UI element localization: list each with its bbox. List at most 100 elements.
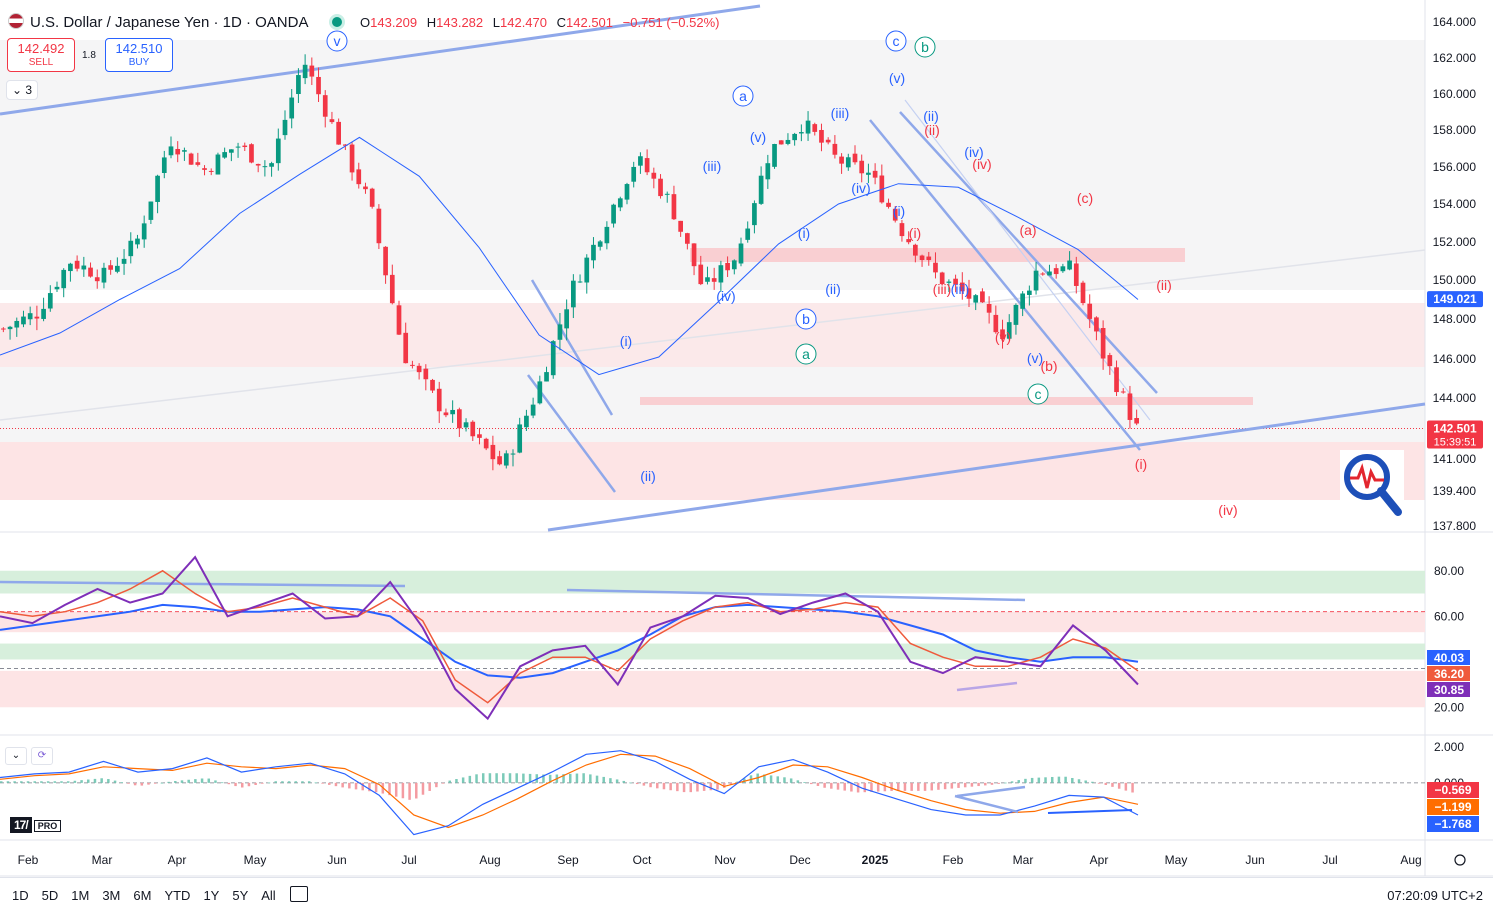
wave-label: (iii) [951,281,970,297]
candle [229,149,234,153]
candle [1053,268,1059,275]
macd-axis-label: −1.768 [1434,817,1471,831]
candle [711,278,717,282]
macd-histogram-bar [883,782,887,792]
wave-label: (ii) [923,108,939,124]
range-button-6m[interactable]: 6M [133,888,152,903]
candle [986,303,992,313]
rsi-axis-label-bg [1427,682,1470,697]
candle [631,166,637,182]
candle [852,153,858,163]
macd-histogram-bar [689,782,692,793]
macd-histogram-bar [220,782,224,784]
macd-histogram-bar [267,782,271,784]
macd-histogram-bar [783,777,786,783]
candle [128,240,134,257]
macd-axis-label: −1.199 [1434,800,1471,814]
candle [202,168,207,170]
macd-histogram-bar [682,782,686,793]
candle [738,243,744,264]
range-button-1y[interactable]: 1Y [203,888,220,903]
macd-histogram-bar [153,782,157,784]
clock[interactable]: 07:20:09 UTC+2 [1387,888,1483,903]
macd-histogram-bar [1024,778,1027,783]
range-button-5y[interactable]: 5Y [232,888,249,903]
range-button-all[interactable]: All [261,888,276,903]
range-button-3m[interactable]: 3M [102,888,121,903]
macd-support-line [1047,809,1133,814]
range-button-ytd[interactable]: YTD [164,888,191,903]
wave-label: (iv) [851,180,870,196]
symbol-title[interactable]: U.S. Dollar / Japanese Yen · 1D · OANDA [8,13,308,31]
macd-histogram-bar [1017,780,1021,783]
refresh-icon[interactable]: ⟳ [31,747,53,765]
range-button-1d[interactable]: 1D [12,888,29,903]
candle [1100,328,1106,359]
price-axis-tick: 156.000 [1433,160,1477,174]
macd-histogram-bar [321,782,324,784]
candle [188,153,194,165]
candle [436,388,442,412]
wave-label: a [739,88,747,104]
macd-histogram-bar [374,782,378,793]
candle [14,320,20,328]
candle [537,381,543,404]
calendar-icon[interactable] [290,886,308,902]
macd-histogram-bar [809,782,813,785]
bottom-toolbar: 1D 5D 1M 3M 6M YTD 1Y 5Y All 07:20:09 UTC+2 [0,877,1493,908]
macd-histogram-bar [970,782,974,787]
macd-histogram-bar [361,782,364,791]
macd-histogram-bar [495,773,498,783]
macd-histogram-bar [890,782,893,791]
resistance-zone [690,248,1185,262]
candle [611,204,616,224]
macd-histogram-bar [160,782,164,784]
candle [289,97,295,119]
candle [577,281,583,283]
macd-histogram-bar [776,776,780,783]
candle [74,260,80,269]
candle [892,208,898,221]
macd-histogram-bar [401,782,405,799]
channel-midline [904,99,1151,421]
sell-button[interactable]: 142.492 SELL [7,38,75,72]
candle [544,372,549,382]
buy-button[interactable]: 142.510 BUY [105,38,173,72]
macd-histogram-bar [508,773,512,783]
range-button-1m[interactable]: 1M [71,888,90,903]
price-axis-label: 149.021 [1433,292,1477,306]
candle [550,341,556,376]
time-axis-tick: Aug [1400,853,1421,867]
macd-histogram-bar [676,782,679,792]
high-value: 143.282 [436,15,484,30]
macd-histogram-bar [937,782,940,790]
macd-histogram-bar [930,782,933,791]
wave-label: (iii) [933,281,952,297]
indicators-collapse-button[interactable]: ⌄ 3 [6,80,38,100]
wave-label: (v) [1027,350,1043,366]
chevron-down-icon[interactable]: ⌄ [5,747,27,765]
rsi-axis-label: 40.03 [1434,651,1464,665]
symbol-header: U.S. Dollar / Japanese Yen · 1D · OANDA … [0,0,1420,42]
price-axis-tick: 164.000 [1433,15,1477,29]
low-value: 142.470 [500,15,547,30]
change-value: −0.751 (−0.52%) [622,15,720,30]
candle [235,146,241,148]
candle [799,132,804,134]
range-button-5d[interactable]: 5D [41,888,59,903]
price-axis-tick: 146.000 [1433,352,1477,366]
macd-histogram-bar [1084,780,1087,783]
candle [658,178,663,197]
macd-histogram-bar [240,782,244,788]
candle [899,223,905,237]
candle [557,324,563,340]
candle [450,409,455,415]
macd-histogram-bar [40,781,43,783]
candle [819,129,824,143]
candle [430,379,435,391]
candle [215,154,221,175]
candle [624,184,630,200]
wave-label-circle [795,343,817,365]
